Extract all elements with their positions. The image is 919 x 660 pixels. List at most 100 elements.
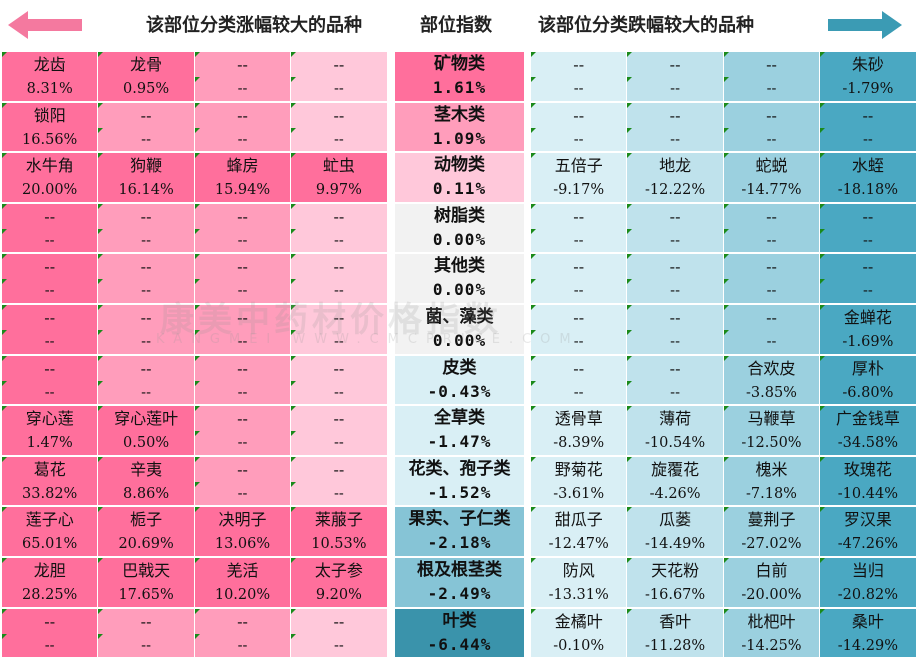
comment-marker-icon bbox=[194, 406, 200, 412]
gain-cell-name: -- bbox=[333, 105, 345, 125]
index-cell-pct: 0.00% bbox=[432, 280, 487, 300]
gain-cell-name: 巴戟天 bbox=[122, 561, 171, 580]
gain-cell-name: -- bbox=[140, 611, 152, 631]
comment-marker-icon bbox=[2, 507, 7, 513]
gain-cell-pct: -- bbox=[333, 485, 344, 502]
loss-cell: -- -- bbox=[820, 102, 916, 152]
gain-cell-pct: 9.20% bbox=[315, 587, 362, 603]
comment-marker-icon bbox=[820, 355, 826, 361]
comment-marker-icon bbox=[98, 127, 104, 133]
loss-cell-name: 蛇蜕 bbox=[755, 156, 788, 176]
loss-cell-pct: -- bbox=[862, 131, 873, 148]
gain-cell-pct: -- bbox=[44, 232, 55, 249]
gain-cell-name: -- bbox=[237, 611, 248, 631]
comment-marker-icon bbox=[820, 102, 826, 108]
gain-cell: -- -- bbox=[291, 203, 387, 253]
index-cell-pct: -2.49% bbox=[427, 584, 492, 603]
gain-cell-pct: 10.20% bbox=[214, 587, 271, 603]
loss-cell: 香叶 -11.28% bbox=[627, 608, 723, 658]
gain-cell: 栀子 20.69% bbox=[98, 507, 194, 556]
comment-marker-icon bbox=[723, 77, 729, 82]
gain-cell-name: 辛夷 bbox=[130, 459, 163, 479]
comment-marker-icon bbox=[531, 153, 536, 159]
gain-cell: -- -- bbox=[194, 406, 291, 455]
loss-cell-name: 水蛭 bbox=[851, 156, 884, 176]
gain-cell-name: -- bbox=[44, 206, 56, 226]
comment-marker-icon bbox=[2, 102, 7, 108]
loss-cell-name: 厚朴 bbox=[851, 358, 884, 378]
index-cell-name: 皮类 bbox=[442, 357, 477, 378]
loss-cell-pct: -14.25% bbox=[741, 637, 802, 654]
loss-cell-name: 白前 bbox=[755, 561, 788, 580]
gain-cell-pct: -- bbox=[44, 637, 55, 654]
gain-cell: -- -- bbox=[98, 203, 194, 253]
comment-marker-icon bbox=[627, 380, 633, 386]
index-cell-pct: -1.47% bbox=[427, 432, 492, 452]
comment-marker-icon bbox=[2, 203, 7, 209]
loss-cell: 槐米 -7.18% bbox=[723, 456, 820, 506]
comment-marker-icon bbox=[723, 608, 729, 614]
comment-marker-icon bbox=[291, 279, 297, 285]
comment-marker-icon bbox=[531, 203, 536, 209]
gain-cell-name: 龙胆 bbox=[33, 561, 66, 580]
gain-cell-pct: -- bbox=[237, 81, 248, 97]
loss-cell-name: 蔓荆子 bbox=[747, 510, 796, 530]
gain-cell: -- -- bbox=[194, 52, 291, 101]
index-cell-pct: -0.43% bbox=[427, 381, 492, 401]
gain-cell-pct: 20.00% bbox=[22, 182, 78, 199]
comment-marker-icon bbox=[291, 203, 297, 209]
gain-cell-pct: 9.97% bbox=[315, 182, 362, 199]
loss-cell: 天花粉 -16.67% bbox=[627, 558, 723, 607]
gain-cell-name: -- bbox=[140, 206, 152, 226]
gain-cell-pct: 0.50% bbox=[123, 435, 170, 452]
loss-cell-pct: -18.18% bbox=[837, 182, 898, 199]
comment-marker-icon bbox=[820, 608, 826, 614]
loss-cell: -- -- bbox=[627, 355, 723, 405]
comment-marker-icon bbox=[627, 153, 633, 159]
gain-cell: -- -- bbox=[194, 203, 291, 253]
comment-marker-icon bbox=[291, 431, 297, 437]
gain-cell-name: -- bbox=[140, 105, 152, 125]
gain-cell: 莲子心 65.01% bbox=[2, 507, 98, 556]
comment-marker-icon bbox=[2, 254, 7, 260]
gain-cell-name: 葛花 bbox=[33, 459, 66, 479]
gain-cell-name: -- bbox=[333, 206, 345, 226]
loss-cell-pct: -34.58% bbox=[837, 435, 898, 452]
comment-marker-icon bbox=[98, 406, 104, 412]
comment-marker-icon bbox=[194, 279, 200, 285]
loss-cell-pct: -- bbox=[862, 283, 873, 300]
loss-cell-name: 广金钱草 bbox=[835, 409, 900, 429]
index-cell-pct: -1.52% bbox=[427, 482, 492, 502]
loss-cell-pct: -20.82% bbox=[837, 587, 898, 603]
loss-cell: -- -- bbox=[723, 305, 820, 354]
gain-cell-name: 穿心莲 bbox=[25, 409, 74, 429]
comment-marker-icon bbox=[2, 380, 7, 386]
index-cell-name: 果实、子仁类 bbox=[408, 509, 511, 530]
loss-cell-pct: -- bbox=[670, 334, 680, 350]
loss-cell: 朱砂 -1.79% bbox=[820, 52, 916, 101]
gain-cell-name: -- bbox=[237, 409, 248, 429]
comment-marker-icon bbox=[2, 355, 7, 361]
comment-marker-icon bbox=[627, 355, 633, 361]
gain-cell: 龙胆 28.25% bbox=[2, 558, 98, 607]
gain-cell-pct: -- bbox=[333, 334, 344, 350]
index-cell-pct: 1.61% bbox=[432, 78, 487, 97]
loss-cell: 金橘叶 -0.10% bbox=[531, 608, 627, 658]
gain-cell-pct: -- bbox=[333, 131, 344, 148]
gain-cell: -- -- bbox=[291, 52, 387, 101]
gain-cell-name: -- bbox=[140, 358, 152, 378]
left-arrow-icon bbox=[8, 11, 82, 39]
gain-cell: 狗鞭 16.14% bbox=[98, 153, 194, 202]
comment-marker-icon bbox=[194, 431, 200, 437]
loss-cell-pct: -- bbox=[573, 232, 584, 249]
loss-cell-pct: -12.50% bbox=[741, 435, 802, 452]
gain-cell-pct: -- bbox=[44, 283, 55, 300]
comment-marker-icon bbox=[531, 355, 536, 361]
gain-cell-name: 栀子 bbox=[130, 510, 163, 530]
gain-cell-name: 太子参 bbox=[314, 561, 363, 580]
comment-marker-icon bbox=[820, 228, 826, 234]
comment-marker-icon bbox=[98, 279, 104, 285]
loss-cell-pct: -- bbox=[670, 232, 680, 249]
comment-marker-icon bbox=[291, 102, 297, 108]
gain-cell-pct: -- bbox=[333, 637, 344, 654]
